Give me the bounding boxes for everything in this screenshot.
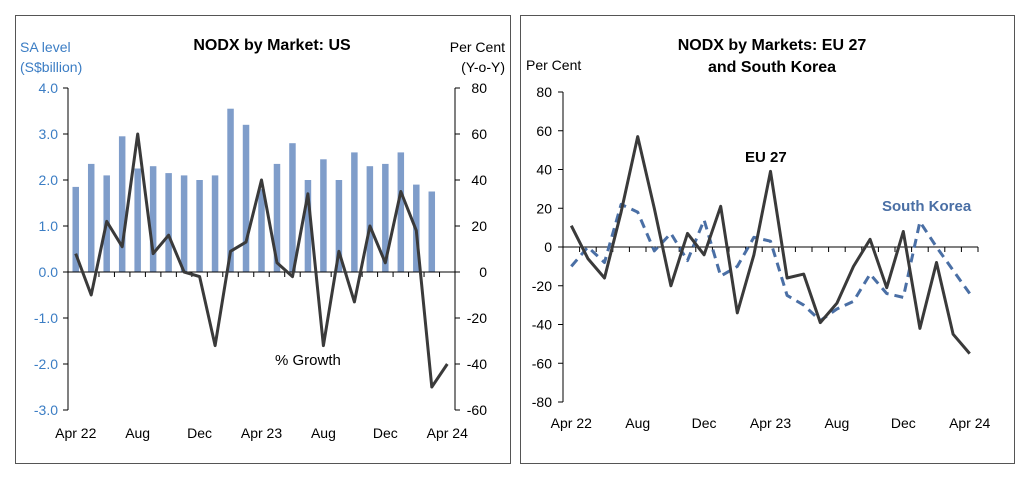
us-x-tick-label: Aug	[125, 425, 150, 441]
us-right-tick-label: -40	[467, 356, 487, 372]
eu-chart-title-line-1: NODX by Markets: EU 27	[678, 37, 867, 54]
us-left-tick-label: 1.0	[39, 218, 59, 234]
us-sa-level-bar	[72, 186, 79, 272]
us-sa-level-bar	[242, 124, 250, 272]
eu-x-tick-label: Dec	[891, 415, 916, 431]
eu-x-tick-label: Aug	[625, 415, 650, 431]
eu-y-tick-label: 40	[536, 162, 552, 178]
us-left-tick-label: 2.0	[39, 172, 59, 188]
us-chart-title: NODX by Market: US	[193, 37, 351, 54]
us-x-tick-label: Aug	[311, 425, 336, 441]
us-left-tick-label: -3.0	[34, 402, 58, 418]
us-sa-level-bar	[227, 108, 234, 272]
south-korea-series-line	[570, 202, 971, 323]
eu27-series-line	[569, 135, 971, 355]
us-growth-annotation: % Growth	[275, 352, 341, 369]
us-right-tick-label: -20	[467, 310, 487, 326]
eu-chart-title-line-2: and South Korea	[708, 59, 836, 76]
eu-y-tick-label: 0	[544, 239, 552, 255]
us-sa-level-bar	[134, 168, 141, 272]
us-left-axis-label-1: SA level	[20, 39, 71, 55]
us-sa-level-bar	[180, 175, 188, 272]
eu-korea-panel-frame	[520, 15, 1015, 464]
us-sa-level-bar	[118, 136, 126, 272]
us-left-tick-label: 3.0	[39, 126, 59, 142]
us-sa-level-bar	[304, 180, 312, 272]
us-left-tick-label: 4.0	[39, 80, 59, 96]
us-sa-level-bar	[351, 152, 358, 272]
us-sa-level-bar	[258, 189, 265, 272]
us-left-tick-label: -1.0	[34, 310, 58, 326]
us-sa-level-bar	[428, 191, 436, 272]
us-sa-level-bar	[165, 173, 172, 272]
us-x-tick-label: Dec	[373, 425, 398, 441]
eu-y-tick-label: 20	[536, 200, 552, 216]
us-panel-frame	[15, 15, 511, 464]
us-sa-level-bar	[87, 163, 95, 272]
us-sa-level-bar	[273, 163, 281, 272]
eu-y-tick-label: -40	[532, 317, 552, 333]
us-chart: NODX by Market: US SA level (S$billion) …	[20, 37, 505, 441]
us-right-tick-label: -60	[467, 402, 487, 418]
us-left-tick-label: 0.0	[39, 264, 59, 280]
us-right-tick-label: 80	[471, 80, 487, 96]
us-x-tick-label: Apr 23	[241, 425, 282, 441]
eu-x-tick-label: Apr 23	[750, 415, 791, 431]
eu-x-tick-label: Dec	[692, 415, 717, 431]
eu-x-tick-label: Aug	[824, 415, 849, 431]
eu-x-tick-label: Apr 22	[551, 415, 592, 431]
us-sa-level-bar	[289, 143, 296, 272]
us-right-tick-label: 0	[479, 264, 487, 280]
us-sa-level-bar	[149, 166, 157, 272]
us-x-tick-label: Apr 22	[55, 425, 96, 441]
us-left-axis-label-2: (S$billion)	[20, 59, 82, 75]
eu-y-tick-label: -20	[532, 278, 552, 294]
us-sa-level-bar	[320, 159, 327, 272]
eu-korea-chart: NODX by Markets: EU 27 and South Korea P…	[526, 37, 991, 431]
us-sa-level-bar	[211, 175, 219, 272]
eu-y-tick-label: -80	[532, 394, 552, 410]
eu-y-tick-label: 60	[536, 123, 552, 139]
south-korea-series-label: South Korea	[882, 198, 972, 215]
eu-y-tick-label: -60	[532, 355, 552, 371]
us-left-tick-label: -2.0	[34, 356, 58, 372]
us-right-tick-label: 60	[471, 126, 487, 142]
eu-x-tick-label: Apr 24	[949, 415, 990, 431]
us-sa-level-bar	[382, 163, 389, 272]
us-x-tick-label: Apr 24	[427, 425, 468, 441]
eu-y-axis-label: Per Cent	[526, 57, 581, 73]
us-right-tick-label: 20	[471, 218, 487, 234]
us-sa-level-bar	[397, 152, 405, 272]
eu27-series-label: EU 27	[745, 149, 787, 166]
us-growth-line	[74, 132, 449, 389]
us-right-tick-label: 40	[471, 172, 487, 188]
us-right-axis-label-2: (Y-o-Y)	[461, 59, 505, 75]
us-right-axis-label-1: Per Cent	[450, 39, 505, 55]
us-sa-level-bar	[335, 180, 343, 272]
us-sa-level-bar	[196, 180, 203, 272]
us-sa-level-bar	[366, 166, 374, 272]
us-x-tick-label: Dec	[187, 425, 212, 441]
eu-y-tick-label: 80	[536, 84, 552, 100]
